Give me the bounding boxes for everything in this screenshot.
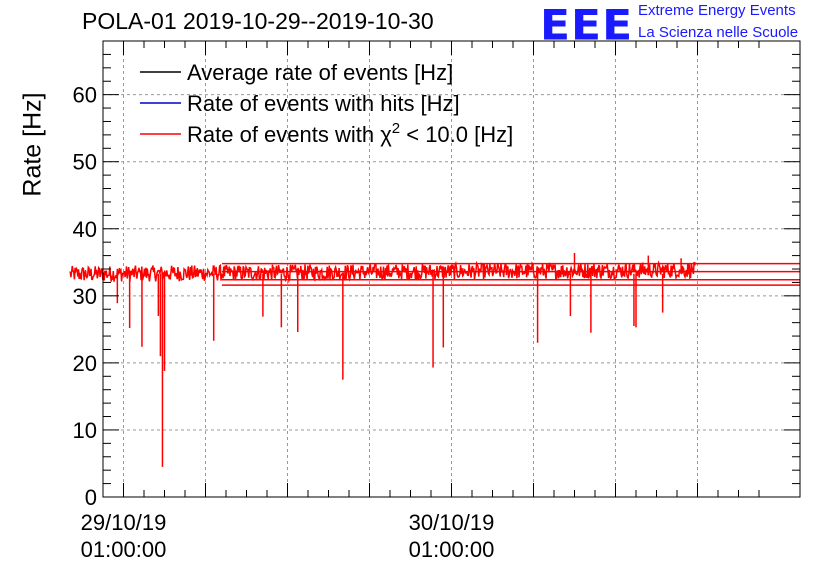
eee-logo: EEE xyxy=(540,1,634,50)
x-tick-label-date: 30/10/19 xyxy=(409,510,495,535)
eee-logo-subtitle-1: Extreme Energy Events xyxy=(638,2,796,19)
y-tick-label: 20 xyxy=(73,351,97,376)
chart-title: POLA-01 2019-10-29--2019-10-30 xyxy=(82,8,434,34)
y-tick-label: 60 xyxy=(73,83,97,108)
legend-entry-label: Rate of events with χ2 < 10.0 [Hz] xyxy=(187,120,513,147)
y-tick-label: 10 xyxy=(73,418,97,443)
x-tick-label-time: 01:00:00 xyxy=(81,537,167,562)
axis-ticks: 010203040506029/10/1901:00:0030/10/1901:… xyxy=(73,40,801,562)
series-line xyxy=(69,260,697,284)
grid-lines xyxy=(103,41,800,497)
y-tick-label: 30 xyxy=(73,284,97,309)
legend-entry-label: Rate of events with hits [Hz] xyxy=(187,91,460,116)
x-tick-label-time: 01:00:00 xyxy=(409,537,495,562)
eee-logo-subtitle-2: La Scienza nelle Scuole xyxy=(638,24,799,41)
series-layer xyxy=(69,252,800,467)
y-tick-label: 50 xyxy=(73,150,97,175)
x-tick-label-date: 29/10/19 xyxy=(81,510,167,535)
legend: Average rate of events [Hz] Rate of event… xyxy=(140,60,513,147)
legend-entry-label: Average rate of events [Hz] xyxy=(187,60,453,85)
y-tick-label: 0 xyxy=(85,485,97,510)
y-tick-label: 40 xyxy=(73,217,97,242)
